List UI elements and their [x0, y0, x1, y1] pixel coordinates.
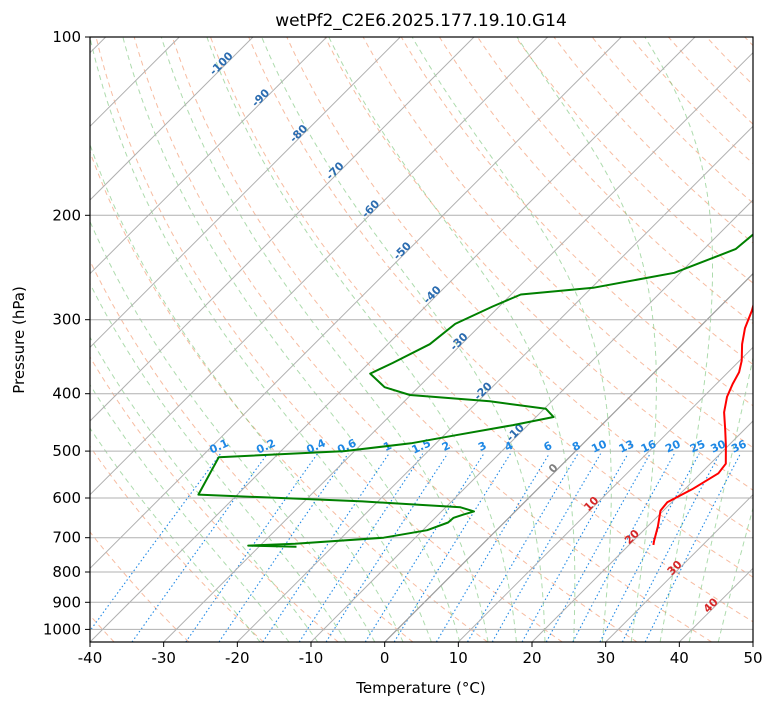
mixing-ratio-label: 13 — [617, 437, 636, 455]
mixing-ratio-line — [262, 453, 390, 642]
isotherm-line — [310, 199, 753, 642]
isotherm-line — [90, 37, 696, 642]
dry-adiabat — [95, 37, 563, 642]
moist-adiabat — [90, 142, 404, 642]
isotherm-line — [90, 37, 622, 570]
isotherm-line — [90, 37, 254, 201]
dry-adiabat — [90, 259, 414, 642]
y-tick-label: 300 — [52, 311, 81, 329]
dewpoint-profile-line — [197, 233, 753, 548]
isotherm-line — [531, 420, 753, 642]
dry-adiabat — [324, 37, 753, 491]
x-tick-label: 50 — [743, 649, 762, 667]
y-tick-label: 400 — [52, 385, 81, 403]
x-tick-label: 40 — [670, 649, 689, 667]
mixing-ratio-line — [435, 453, 550, 642]
mixing-ratio-label: 20 — [663, 437, 683, 455]
moist-adiabat — [90, 37, 432, 642]
moist-adiabat — [328, 37, 576, 642]
y-tick-label: 700 — [52, 529, 81, 547]
mixing-ratio-line — [90, 453, 221, 632]
moist-adiabat — [411, 37, 612, 642]
mixing-ratio-line — [599, 453, 700, 642]
mixing-ratio-line — [393, 453, 511, 642]
x-axis-label: Temperature (°C) — [355, 679, 485, 697]
mixing-ratio-label: 36 — [729, 437, 749, 455]
moist-adiabat — [90, 220, 376, 642]
moist-adiabat — [516, 37, 657, 642]
mixing-ratio-line — [467, 453, 579, 642]
moist-adiabat — [90, 383, 290, 642]
mixing-ratio-line — [325, 453, 449, 642]
mixing-ratio-label: 30 — [709, 437, 729, 455]
dry-adiabat — [90, 531, 190, 642]
moist-adiabat — [644, 37, 713, 642]
temperature-profile-line — [652, 302, 753, 546]
x-tick-label: 10 — [449, 649, 468, 667]
dry-adiabat — [400, 37, 753, 407]
dry-adiabat — [90, 356, 339, 642]
dry-adiabat — [133, 37, 638, 642]
y-tick-label: 600 — [52, 489, 81, 507]
sounding-profiles — [197, 233, 753, 548]
mixing-ratio-label: 16 — [639, 437, 659, 455]
mixing-ratio-line — [298, 453, 424, 642]
plot-frame — [89, 36, 754, 643]
moist-adiabat — [90, 427, 261, 642]
x-tick-label: 20 — [522, 649, 541, 667]
mixing-ratio-line — [131, 453, 268, 642]
moist-adiabat — [206, 37, 517, 642]
isotherm-line — [90, 37, 401, 349]
axes: -40 -30 -20 -10 0 10 20 30 40 50 100 200 300 400 500 60… — [43, 28, 763, 667]
x-tick-label: 30 — [596, 649, 615, 667]
mixing-ratio-label: 25 — [688, 437, 707, 455]
x-tick-label: -30 — [151, 649, 176, 667]
moist-adiabats — [90, 37, 753, 642]
x-tick-label: 0 — [380, 649, 390, 667]
chart-title: wetPf2_C2E6.2025.177.19.10.G14 — [275, 11, 567, 31]
isotherm-line — [457, 346, 753, 642]
isotherm-line — [163, 51, 753, 642]
y-axis-label: Pressure (hPa) — [10, 286, 28, 394]
mixing-ratio-line — [621, 453, 721, 642]
x-tick-label: -10 — [299, 649, 324, 667]
dry-adiabat — [210, 37, 753, 623]
dry-adiabat — [286, 37, 753, 534]
mixing-ratio-label: 10 — [589, 437, 609, 455]
isotherm-line — [605, 493, 753, 642]
dry-adiabat — [248, 37, 753, 578]
isotherm-line — [90, 37, 549, 496]
y-tick-label: 200 — [52, 206, 81, 224]
mixing-ratio-line — [364, 453, 485, 642]
y-tick-label: 900 — [52, 593, 81, 611]
isotherm-line — [90, 37, 328, 275]
zero-isotherm-line — [384, 272, 753, 642]
dry-adiabat — [438, 37, 753, 366]
y-tick-label: 1000 — [43, 620, 81, 638]
y-tick-label: 800 — [52, 563, 81, 581]
isobar-lines — [90, 37, 753, 630]
y-tick-label: 100 — [52, 28, 81, 46]
x-tick-label: -20 — [225, 649, 250, 667]
moist-adiabat — [160, 37, 489, 642]
moist-adiabat — [261, 37, 546, 642]
moist-adiabat — [90, 336, 319, 642]
moist-adiabat — [122, 37, 461, 642]
x-tick-label: -40 — [78, 649, 103, 667]
mixing-ratio-line — [491, 453, 602, 642]
mixing-ratio-line — [644, 453, 741, 642]
y-tick-label: 500 — [52, 442, 81, 460]
mixing-ratio-lines — [90, 453, 741, 642]
isotherm-line — [90, 37, 475, 422]
